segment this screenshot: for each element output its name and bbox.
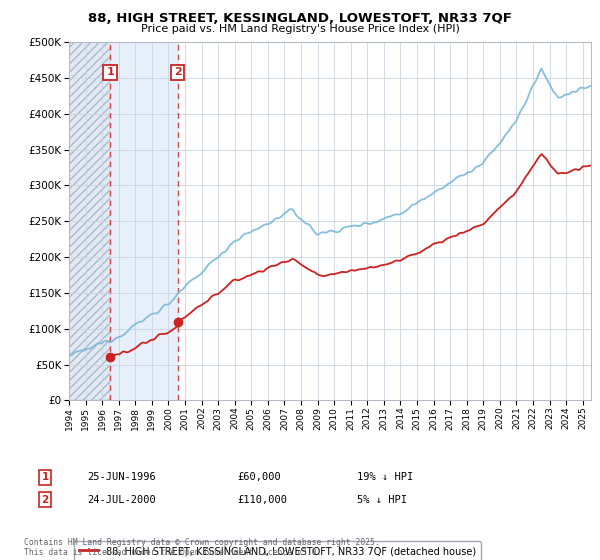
Text: 2: 2 [174,67,182,77]
Bar [69,42,110,400]
Text: 1: 1 [106,67,114,77]
Text: £60,000: £60,000 [237,472,281,482]
Text: 88, HIGH STREET, KESSINGLAND, LOWESTOFT, NR33 7QF: 88, HIGH STREET, KESSINGLAND, LOWESTOFT,… [88,12,512,25]
Text: Price paid vs. HM Land Registry's House Price Index (HPI): Price paid vs. HM Land Registry's House … [140,24,460,34]
Text: £110,000: £110,000 [237,494,287,505]
Text: 24-JUL-2000: 24-JUL-2000 [87,494,156,505]
Text: 25-JUN-1996: 25-JUN-1996 [87,472,156,482]
Legend: 88, HIGH STREET, KESSINGLAND, LOWESTOFT, NR33 7QF (detached house), HPI: Average: 88, HIGH STREET, KESSINGLAND, LOWESTOFT,… [74,542,481,560]
Text: 1: 1 [41,472,49,482]
Text: 2: 2 [41,494,49,505]
Text: 19% ↓ HPI: 19% ↓ HPI [357,472,413,482]
Text: 5% ↓ HPI: 5% ↓ HPI [357,494,407,505]
Text: Contains HM Land Registry data © Crown copyright and database right 2025.
This d: Contains HM Land Registry data © Crown c… [24,538,380,557]
Bar [69,42,110,400]
Bar [110,42,178,400]
